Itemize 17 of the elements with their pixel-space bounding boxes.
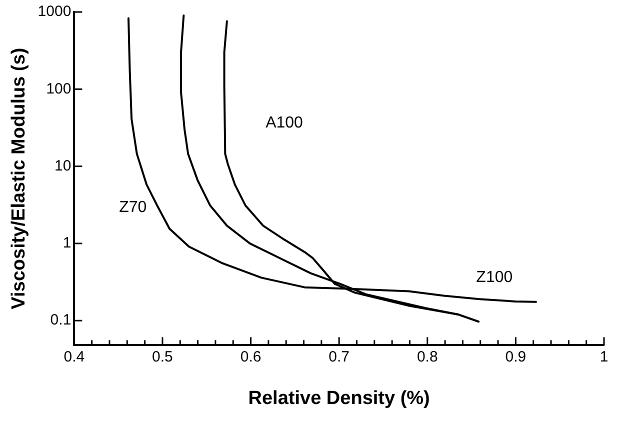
y-tick-label: 10 bbox=[54, 157, 72, 174]
y-tick-label: 100 bbox=[46, 80, 72, 98]
x-tick-label: 1 bbox=[600, 348, 608, 366]
y-axis-title: Viscosity/Elastic Modulus (s) bbox=[8, 48, 30, 310]
annotation: Z100 bbox=[476, 269, 513, 286]
x-tick-label: 0.5 bbox=[152, 348, 173, 366]
x-tick-label: 0.8 bbox=[416, 348, 438, 366]
y-tick-label: 1 bbox=[62, 234, 72, 252]
x-tick-label: 0.6 bbox=[240, 348, 262, 366]
y-tick-label: 1000 bbox=[38, 3, 72, 20]
y-tick-label: 0.1 bbox=[50, 312, 72, 329]
x-tick-label: 0.4 bbox=[64, 348, 85, 366]
annotation: Z70 bbox=[119, 199, 147, 216]
annotation: A100 bbox=[266, 114, 304, 132]
x-tick-label: 0.9 bbox=[505, 348, 526, 366]
x-tick-label: 0.7 bbox=[328, 348, 350, 366]
x-axis-title: Relative Density (%) bbox=[248, 388, 430, 409]
